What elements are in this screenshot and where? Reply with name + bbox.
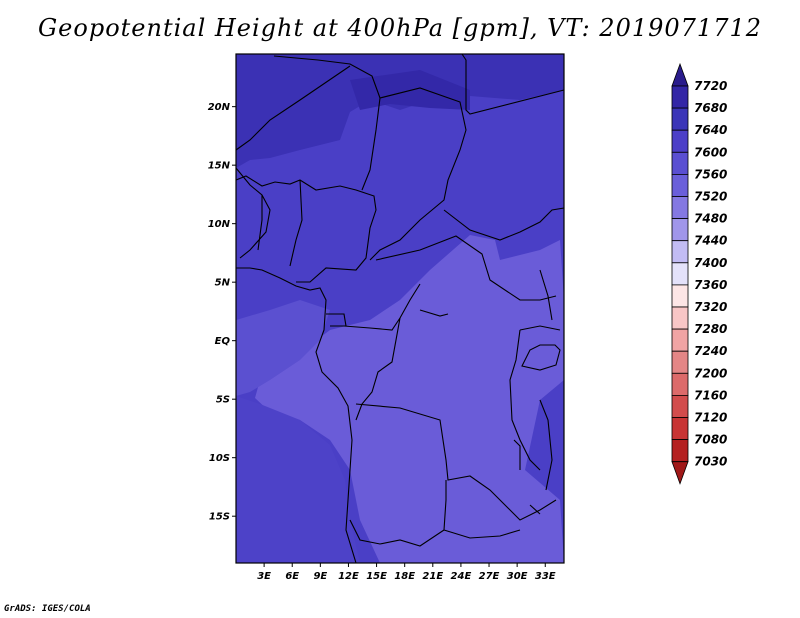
lat-tick-label: 20N [208, 102, 231, 113]
colorbar-level-label: 7280 [694, 322, 727, 336]
colorbar-min-arrow [671, 461, 689, 485]
lon-tick-label: 33E [535, 571, 556, 582]
lat-tick-label: 15S [209, 512, 230, 523]
colorbar-swatch [671, 306, 689, 330]
colorbar-level-label: 7560 [694, 167, 727, 181]
lon-tick-label: 24E [451, 571, 472, 582]
colorbar-level-label: 7720 [694, 79, 727, 93]
lon-tick-label: 18E [394, 571, 415, 582]
colorbar-max-arrow [671, 62, 689, 87]
lat-tick-label: 15N [208, 161, 231, 172]
lon-tick-label: 30E [507, 571, 528, 582]
field-high-north [236, 54, 564, 168]
map-title: Geopotential Height at 400hPa [gpm], VT:… [38, 14, 762, 42]
lat-tick-label: 10N [208, 219, 231, 230]
lon-tick-label: 15E [366, 571, 387, 582]
colorbar-level-label: 7320 [694, 300, 727, 314]
field-low-west [236, 300, 330, 396]
lat-tick-label: 5N [215, 278, 231, 289]
lon-tick-label: 6E [285, 571, 299, 582]
colorbar-level-label: 7080 [694, 433, 727, 447]
field-low-central [255, 235, 564, 563]
colorbar-level-label: 7640 [694, 123, 727, 137]
colorbar-level-label: 7240 [694, 344, 727, 358]
colorbar-level-label: 7680 [694, 101, 727, 115]
colorbar-swatch [671, 328, 689, 352]
lat-tick-label: EQ [215, 336, 231, 347]
colorbar-swatch [671, 173, 689, 197]
colorbar-swatch [671, 417, 689, 441]
colorbar-level-label: 7400 [694, 256, 727, 270]
colorbar-swatch [671, 439, 689, 463]
colorbar-level-label: 7480 [694, 212, 727, 226]
colorbar-level-label: 7120 [694, 411, 727, 425]
lon-tick-label: 27E [479, 571, 500, 582]
lon-tick-label: 9E [313, 571, 327, 582]
colorbar-level-label: 7440 [694, 234, 727, 248]
colorbar-swatch [671, 85, 689, 109]
lon-axis: 3E 6E 9E 12E 15E 18E 21E 24E 27E 30E 33E [257, 563, 556, 582]
colorbar-level-label: 7600 [694, 145, 727, 159]
colorbar-swatch [671, 394, 689, 418]
colorbar-level-label: 7030 [694, 455, 727, 469]
colorbar: 7720 7680 7640 7600 7560 7520 7480 7440 7400 7360… [671, 62, 727, 485]
lon-tick-label: 3E [257, 571, 271, 582]
colorbar-swatch [671, 196, 689, 220]
coastlines-borders [235, 53, 565, 564]
colorbar-level-label: 7160 [694, 388, 727, 402]
colorbar-level-label: 7360 [694, 278, 727, 292]
colorbar-swatch [671, 284, 689, 308]
lat-tick-label: 10S [209, 453, 230, 464]
colorbar-swatch [671, 262, 689, 286]
colorbar-swatch [671, 350, 689, 374]
lon-tick-label: 12E [338, 571, 359, 582]
map-panel: 20N 15N 10N 5N EQ 5S 10S 15S 3E 6E 9E 12E 15E 18E 21E… [208, 53, 565, 582]
colorbar-swatch [671, 151, 689, 175]
colorbar-swatch [671, 240, 689, 264]
colorbar-level-label: 7520 [694, 190, 727, 204]
colorbar-swatch [671, 372, 689, 396]
lon-tick-label: 21E [422, 571, 443, 582]
colorbar-level-label: 7200 [694, 366, 727, 380]
lat-axis: 20N 15N 10N 5N EQ 5S 10S 15S [208, 102, 236, 523]
map-frame [235, 53, 565, 564]
colorbar-swatch [671, 107, 689, 131]
field-mid-sw [236, 396, 360, 563]
colorbar-swatch [671, 129, 689, 153]
grads-credit: GrADS: IGES/COLA [4, 604, 91, 614]
lat-tick-label: 5S [216, 395, 230, 406]
colorbar-swatch [671, 218, 689, 242]
